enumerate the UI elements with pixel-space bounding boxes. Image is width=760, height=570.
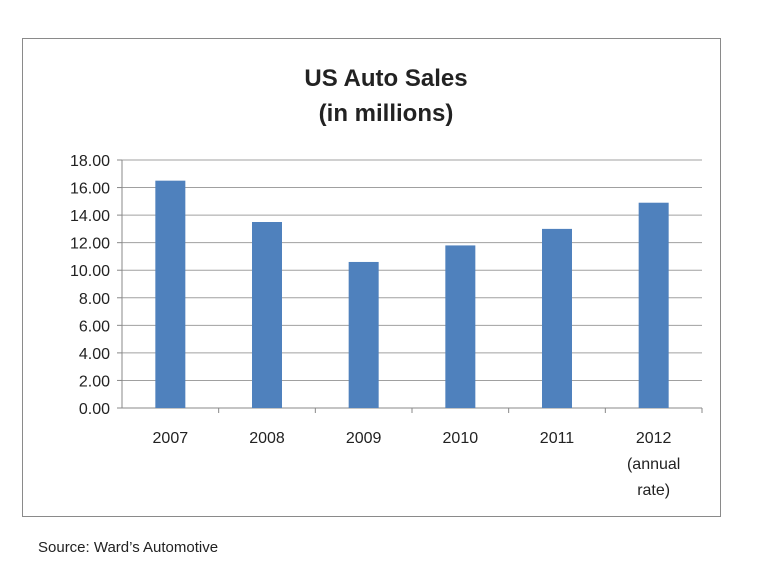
bar-2011 bbox=[542, 228, 572, 408]
bar-2010 bbox=[445, 245, 476, 408]
x-tick-label: 2009 bbox=[346, 430, 382, 447]
y-tick-label: 16.00 bbox=[70, 181, 110, 198]
y-tick-label: 0.00 bbox=[79, 401, 110, 418]
x-tick-label: 2008 bbox=[249, 430, 285, 447]
bar-2012 bbox=[638, 202, 669, 408]
x-tick-label: 2012 bbox=[636, 430, 672, 447]
x-tick-label: (annual bbox=[627, 456, 680, 473]
y-tick-label: 10.00 bbox=[70, 263, 110, 280]
x-tick-label: 2007 bbox=[153, 430, 189, 447]
chart-frame bbox=[22, 38, 721, 517]
y-tick-label: 2.00 bbox=[79, 373, 110, 390]
x-tick-label: rate) bbox=[637, 482, 670, 499]
bar-2008 bbox=[252, 222, 282, 408]
bar-2009 bbox=[348, 261, 379, 408]
chart-title-line2: (in millions) bbox=[319, 100, 454, 127]
y-tick-label: 8.00 bbox=[79, 291, 110, 308]
y-tick-label: 14.00 bbox=[70, 208, 110, 225]
y-tick-label: 6.00 bbox=[79, 318, 110, 335]
x-tick-label: 2010 bbox=[443, 430, 479, 447]
y-tick-label: 12.00 bbox=[70, 236, 110, 253]
source-note: Source: Ward’s Automotive bbox=[38, 539, 219, 556]
y-tick-label: 4.00 bbox=[79, 346, 110, 363]
x-tick-label: 2011 bbox=[540, 430, 575, 447]
chart-title-line1: US Auto Sales bbox=[304, 65, 467, 92]
bar-2007 bbox=[155, 180, 186, 408]
y-tick-label: 18.00 bbox=[70, 153, 110, 170]
